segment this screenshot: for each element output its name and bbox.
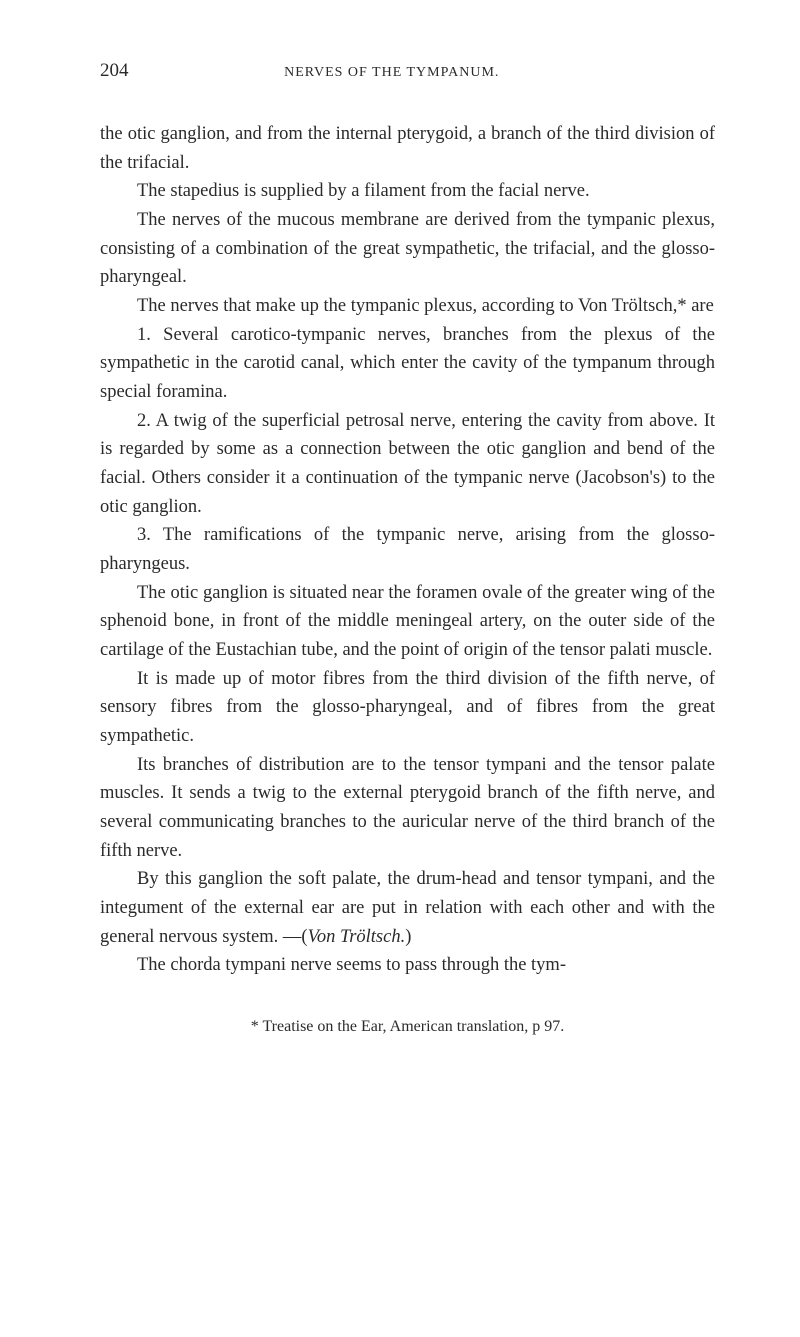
paragraph-4: The nerves that make up the tympanic ple… <box>100 292 715 321</box>
page-header: 204 NERVES OF THE TYMPANUM. <box>100 60 715 82</box>
footnote: * Treatise on the Ear, American translat… <box>100 1018 715 1036</box>
paragraph-11c: ) <box>405 927 411 947</box>
paragraph-11b-italic: Von Tröltsch. <box>308 927 406 947</box>
running-head: NERVES OF THE TYMPANUM. <box>129 65 716 81</box>
paragraph-6: 2. A twig of the superficial petrosal ne… <box>100 407 715 522</box>
paragraph-5: 1. Several carotico-tympanic nerves, bra… <box>100 321 715 407</box>
paragraph-7: 3. The ramifications of the tympanic ner… <box>100 521 715 578</box>
paragraph-3: The nerves of the mucous membrane are de… <box>100 206 715 292</box>
body-text: the otic ganglion, and from the internal… <box>100 120 715 980</box>
paragraph-9: It is made up of motor fibres from the t… <box>100 665 715 751</box>
paragraph-11: By this ganglion the soft palate, the dr… <box>100 865 715 951</box>
page-number: 204 <box>100 60 129 82</box>
paragraph-2: The stapedius is supplied by a filament … <box>100 177 715 206</box>
paragraph-8: The otic ganglion is situated near the f… <box>100 579 715 665</box>
paragraph-10: Its branches of distribution are to the … <box>100 751 715 866</box>
paragraph-12: The chorda tympani nerve seems to pass t… <box>100 951 715 980</box>
paragraph-1: the otic ganglion, and from the internal… <box>100 120 715 177</box>
